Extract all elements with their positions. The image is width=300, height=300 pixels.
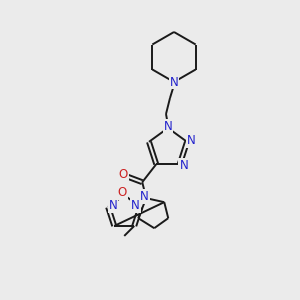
Text: N: N xyxy=(169,76,178,88)
Text: N: N xyxy=(131,200,140,212)
Text: N: N xyxy=(109,200,118,212)
Text: N: N xyxy=(179,159,188,172)
Text: N: N xyxy=(187,134,195,147)
Text: N: N xyxy=(164,119,172,133)
Text: O: O xyxy=(118,186,127,199)
Text: O: O xyxy=(118,168,128,181)
Text: N: N xyxy=(140,190,148,203)
